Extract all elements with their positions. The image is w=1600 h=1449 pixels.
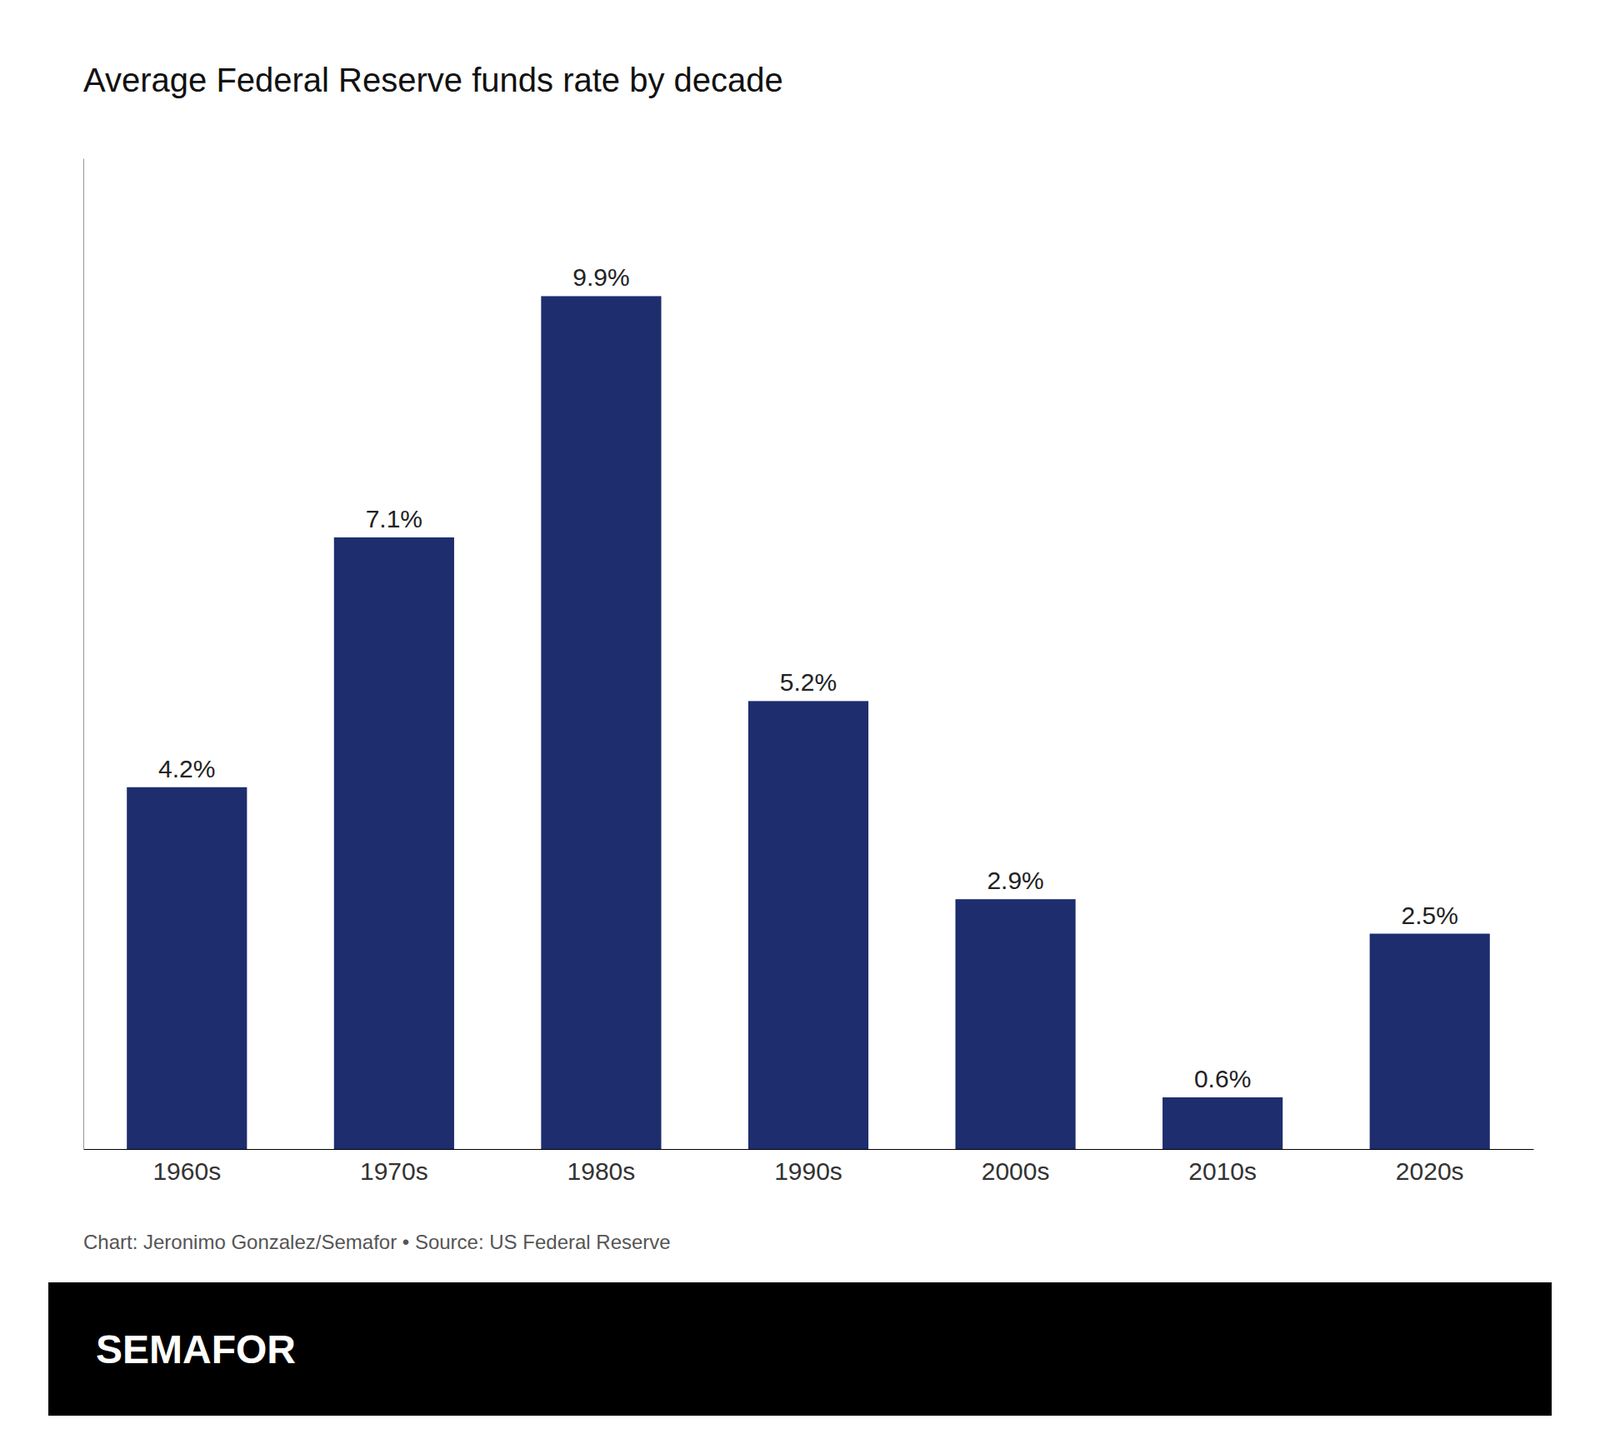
x-axis: 1960s 1970s 1980s 1990s 2000s 2010s 2020s <box>84 1149 1535 1185</box>
x-tick: 1960s <box>152 1149 221 1185</box>
brand-bar <box>48 1282 1552 1416</box>
data-label: 4.2% <box>158 755 215 783</box>
data-label: 0.6% <box>1194 1065 1251 1093</box>
x-tick: 2020s <box>1395 1149 1465 1185</box>
y-axis-line <box>83 159 85 1150</box>
bar <box>126 787 247 1150</box>
x-tick-label: 2010s <box>1188 1157 1257 1185</box>
bar <box>955 899 1075 1150</box>
bars <box>126 295 1490 1150</box>
x-tick-label: 1960s <box>152 1157 221 1185</box>
chart-title: Average Federal Reserve funds rate by de… <box>83 61 784 99</box>
data-label: 7.1% <box>365 505 423 533</box>
x-tick: 1970s <box>360 1149 429 1185</box>
x-tick-label: 2020s <box>1395 1157 1465 1185</box>
x-axis-line <box>84 1149 1535 1150</box>
chart-root: Average Federal Reserve funds rate by de… <box>0 0 1600 1449</box>
bar <box>1370 934 1490 1150</box>
bar <box>334 537 455 1150</box>
data-label: 2.9% <box>986 866 1044 895</box>
x-tick-label: 1990s <box>774 1157 843 1185</box>
x-tick: 2000s <box>981 1149 1050 1185</box>
x-tick-label: 1980s <box>567 1157 636 1185</box>
bar <box>1162 1097 1283 1150</box>
data-label: 9.9% <box>572 263 630 291</box>
x-tick-label: 1970s <box>360 1157 429 1185</box>
data-label: 2.5% <box>1401 901 1459 930</box>
x-tick: 1990s <box>774 1149 843 1185</box>
brand-text: SEMAFOR <box>95 1327 296 1372</box>
x-tick-label: 2000s <box>981 1157 1050 1185</box>
y-axis <box>83 159 85 1150</box>
data-label: 5.2% <box>780 668 837 696</box>
data-labels: 4.2% 7.1% 9.9% 5.2% 2.9% 0.6% 2.5% <box>158 263 1459 1093</box>
x-tick: 2010s <box>1188 1149 1257 1185</box>
bar <box>748 700 869 1150</box>
bar <box>540 295 661 1150</box>
source-note: Chart: Jeronimo Gonzalez/Semafor • Sourc… <box>83 1230 671 1254</box>
x-tick: 1980s <box>567 1149 636 1185</box>
plot-area: 4.2%7.1%9.9%5.2%2.9%0.6%2.5%1960s1970s19… <box>84 159 1535 1186</box>
